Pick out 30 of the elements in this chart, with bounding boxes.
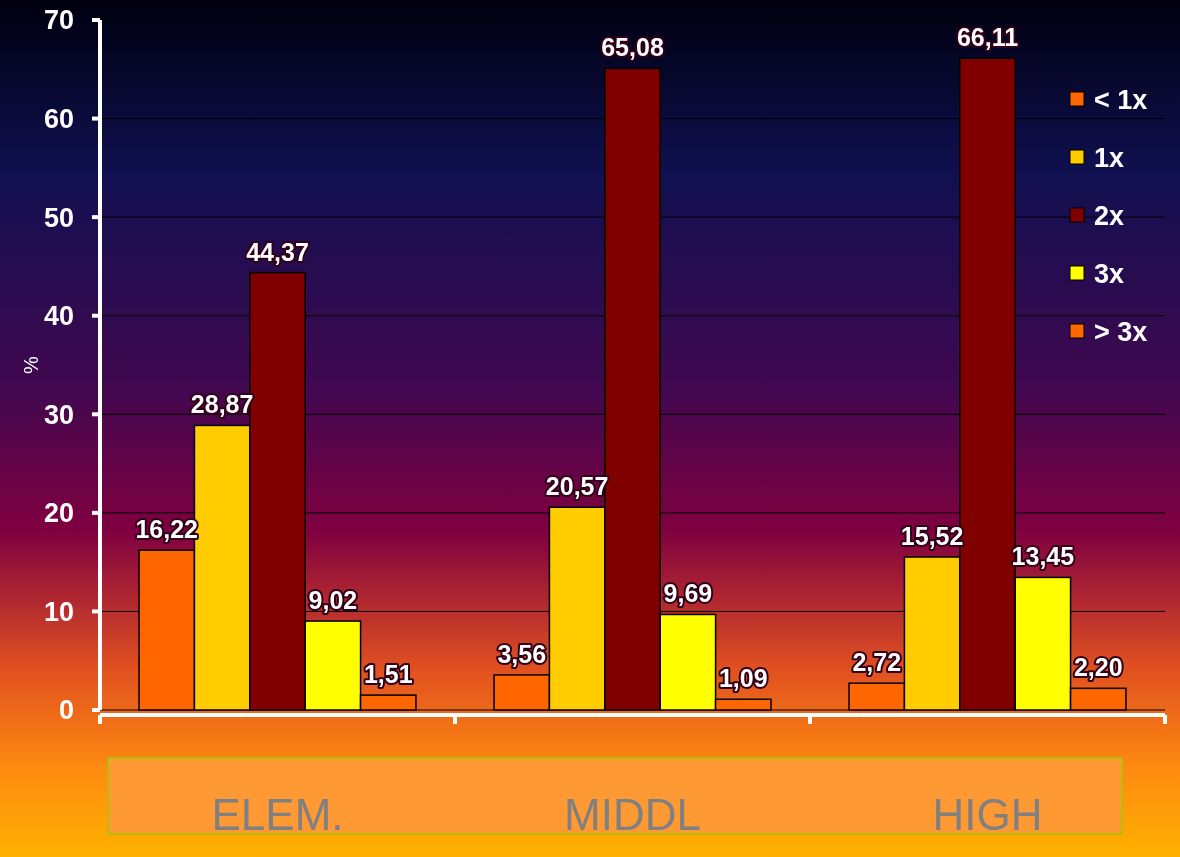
y-tick-label: 70 (43, 5, 74, 36)
y-tick-label: 20 (43, 498, 74, 529)
data-label: 66,11 (956, 23, 1019, 52)
y-tick-label: 60 (43, 104, 74, 135)
data-label: 2,20 (1073, 653, 1123, 682)
data-label: 2,72 (852, 648, 902, 677)
data-label: 9,69 (663, 579, 713, 608)
legend-label: 2x (1094, 201, 1125, 232)
y-tick-label: 40 (43, 301, 74, 332)
data-label: 1,09 (718, 664, 768, 693)
legend-label: > 3x (1094, 317, 1148, 348)
data-label: 65,08 (601, 33, 664, 62)
data-label: 28,87 (190, 390, 254, 419)
y-tick-label: 50 (43, 202, 74, 233)
y-tick-label: 30 (43, 399, 74, 430)
y-tick-label: 10 (43, 596, 74, 627)
legend-label: 1x (1094, 143, 1125, 174)
data-label: 3,56 (497, 639, 547, 668)
data-label: 44,37 (246, 237, 309, 266)
legend-label: < 1x (1094, 85, 1148, 116)
x-tick-label: HIGH (932, 790, 1043, 839)
legend-label: 3x (1094, 259, 1125, 290)
data-label: 9,02 (308, 586, 358, 615)
y-tick-label: 0 (58, 695, 74, 726)
y-axis-title: % (20, 355, 42, 374)
data-label: 20,57 (545, 472, 609, 501)
x-tick-label: ELEM. (211, 790, 344, 839)
x-tick-label: MIDDL (564, 790, 701, 839)
data-label: 1,51 (363, 660, 413, 689)
data-label: 15,52 (900, 522, 964, 551)
